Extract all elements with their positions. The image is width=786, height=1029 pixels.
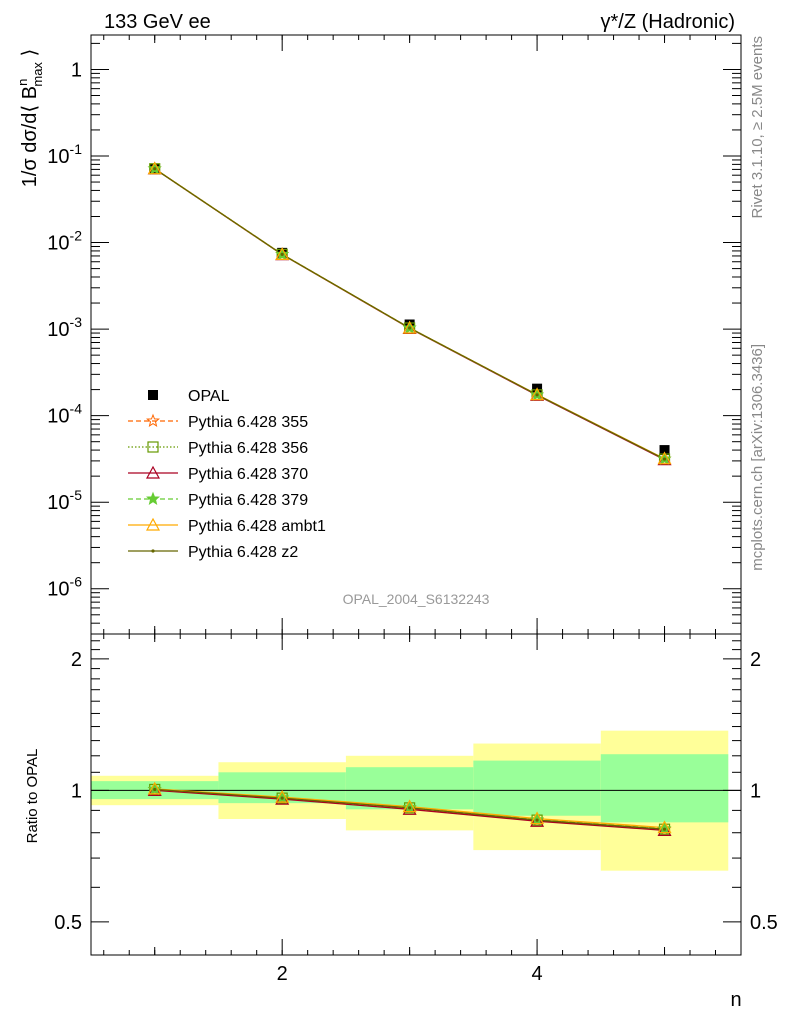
ratio-y-tick-label-right: 1 bbox=[750, 780, 761, 802]
legend-item-p370: Pythia 6.428 370 bbox=[128, 465, 308, 483]
legend-marker-p370 bbox=[145, 465, 161, 479]
legend-item-data: OPAL bbox=[148, 388, 230, 405]
legend-label-ambt1: Pythia 6.428 ambt1 bbox=[188, 518, 326, 535]
x-axis-label: n bbox=[730, 989, 741, 1011]
legend-label-data: OPAL bbox=[188, 388, 230, 405]
ratio-y-tick-label-right: 2 bbox=[750, 649, 761, 671]
main-y-tick-label: 10-3 bbox=[47, 314, 82, 341]
left-title: 133 GeV ee bbox=[104, 11, 211, 33]
legend-label-z2: Pythia 6.428 z2 bbox=[188, 544, 298, 561]
point-ambt1 bbox=[402, 320, 417, 334]
point-ambt1 bbox=[657, 451, 672, 465]
x-tick-label: 4 bbox=[532, 963, 543, 985]
point-z2 bbox=[662, 457, 667, 461]
main-y-tick-label: 1 bbox=[71, 59, 82, 81]
legend-marker-p355 bbox=[146, 413, 160, 428]
main-y-axis-label: 1/σ dσ/d⟨ Bnmax ⟩ bbox=[15, 49, 45, 188]
ratio-point-ambt1 bbox=[657, 820, 672, 834]
mcplots-label: mcplots.cern.ch [arXiv:1306.3436] bbox=[749, 344, 766, 571]
ratio-axes: 0.5 0.5 1 1 2 2 2 4 bbox=[54, 633, 778, 985]
legend-marker-p379 bbox=[146, 491, 160, 506]
ratio-point-z2 bbox=[280, 796, 284, 800]
ratio-y-tick-label-left: 1 bbox=[71, 780, 82, 802]
point-ambt1 bbox=[275, 247, 290, 260]
ratio-panel: 0.5 0.5 1 1 2 2 2 4 Ratio to OPAL n bbox=[24, 633, 778, 1011]
ratio-y-axis-label: Ratio to OPAL bbox=[24, 749, 41, 844]
ratio-point-z2 bbox=[535, 818, 539, 822]
ratio-y-tick-label-left: 2 bbox=[71, 649, 82, 671]
ratio-point-ambt1 bbox=[275, 789, 290, 803]
legend-item-z2: Pythia 6.428 z2 bbox=[128, 544, 298, 561]
legend-marker-data bbox=[148, 390, 158, 400]
main-y-tick-label: 10-6 bbox=[47, 574, 82, 601]
point-z2 bbox=[535, 393, 539, 397]
legend-item-p379: Pythia 6.428 379 bbox=[128, 491, 308, 509]
legend-label-p379: Pythia 6.428 379 bbox=[188, 492, 308, 509]
legend-label-p370: Pythia 6.428 370 bbox=[188, 466, 308, 483]
legend-item-p356: Pythia 6.428 356 bbox=[128, 440, 308, 457]
ratio-point-ambt1 bbox=[147, 781, 162, 795]
ratio-y-tick-label-right: 0.5 bbox=[750, 912, 778, 934]
green-band-bin bbox=[473, 760, 601, 816]
point-data bbox=[659, 445, 670, 456]
legend-label-p355: Pythia 6.428 355 bbox=[188, 414, 308, 431]
rivet-label: Rivet 3.1.10, ≥ 2.5M events bbox=[749, 36, 766, 219]
point-z2 bbox=[408, 326, 412, 330]
point-z2 bbox=[280, 252, 284, 256]
legend-item-p355: Pythia 6.428 355 bbox=[128, 413, 308, 431]
ratio-point-z2 bbox=[662, 827, 667, 831]
main-y-axis-label-text: 1/σ dσ/d⟨ Bnmax ⟩ bbox=[15, 49, 45, 188]
legend-marker-z2 bbox=[151, 549, 155, 553]
point-ambt1 bbox=[530, 387, 545, 401]
legend-item-ambt1: Pythia 6.428 ambt1 bbox=[128, 517, 326, 535]
x-tick-label: 2 bbox=[277, 963, 288, 985]
ratio-point-z2 bbox=[153, 787, 157, 792]
point-z2 bbox=[153, 167, 157, 171]
main-series-markers bbox=[147, 161, 672, 466]
right-title: γ*/Z (Hadronic) bbox=[601, 11, 735, 33]
watermark: OPAL_2004_S6132243 bbox=[343, 591, 490, 607]
main-y-tick-label: 10-2 bbox=[47, 228, 82, 255]
green-band-bin bbox=[600, 754, 729, 823]
main-y-tick-label: 10-1 bbox=[47, 141, 82, 168]
ratio-y-tick-label-left: 0.5 bbox=[54, 912, 82, 934]
main-y-tick-label: 10-5 bbox=[47, 487, 82, 514]
main-y-tick-label: 10-4 bbox=[47, 401, 82, 428]
legend-marker-ambt1 bbox=[145, 517, 161, 531]
ratio-point-z2 bbox=[408, 806, 412, 810]
legend: OPAL Pythia 6.428 355 Pythia 6.428 356 Pyth… bbox=[128, 388, 326, 561]
main-panel: 1 10-1 10-2 10-3 10-4 10-5 10-6 OPAL_2004_S613… bbox=[15, 34, 742, 635]
main-axes: 1 10-1 10-2 10-3 10-4 10-5 10-6 bbox=[47, 34, 742, 635]
ratio-point-ambt1 bbox=[402, 799, 417, 813]
ratio-frame bbox=[90, 633, 742, 956]
point-ambt1 bbox=[147, 161, 162, 175]
legend-label-p356: Pythia 6.428 356 bbox=[188, 440, 308, 457]
legend-marker-p356 bbox=[147, 441, 159, 453]
ratio-point-ambt1 bbox=[530, 811, 545, 825]
ratio-series-markers bbox=[147, 781, 672, 836]
